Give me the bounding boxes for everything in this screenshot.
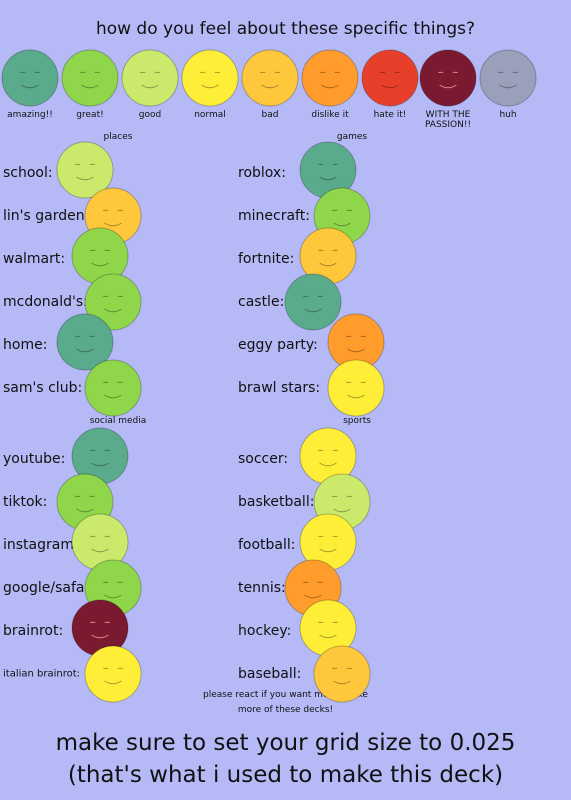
legend-label: WITH THE PASSION!! [424,110,472,130]
item-face [327,313,385,371]
legend-label: good [138,110,162,120]
legend-face [181,49,239,107]
item-label: sam's club: [3,380,83,396]
legend-label: dislike it [311,110,349,120]
item-label: football: [238,537,296,553]
section-heading: places [103,132,133,142]
legend-face [61,49,119,107]
legend-face [301,49,359,107]
item-label: home: [3,337,48,353]
legend-label: amazing!! [7,110,53,120]
item-label: italian brainrot: [3,668,81,680]
item-face [284,273,342,331]
title: how do you feel about these specific thi… [95,19,476,39]
section-heading: games [336,132,368,142]
item-face [313,645,371,703]
item-label: instagram: [3,537,79,553]
legend-face [121,49,179,107]
item-label: eggy party: [238,337,318,353]
item-face [56,313,114,371]
note-line: please react if you want me to make [203,690,368,700]
item-face [84,273,142,331]
item-label: hockey: [238,623,292,639]
section-heading: social media [89,416,147,426]
item-label: tennis: [238,580,286,596]
item-label: brainrot: [3,623,64,639]
legend-label: normal [194,110,226,120]
item-label: basketball: [238,494,315,510]
legend-label: huh [499,110,517,120]
item-label: baseball: [238,666,302,682]
note-line: more of these decks! [237,705,334,715]
item-label: mcdonald's: [3,294,88,310]
section-heading: sports [343,416,371,426]
item-label: brawl stars: [238,380,321,396]
legend-face [241,49,299,107]
legend-face [479,49,537,107]
legend-face [361,49,419,107]
item-label: lin's garden: [3,208,90,224]
legend-face [1,49,59,107]
item-label: walmart: [3,251,66,267]
item-face [327,359,385,417]
item-face [71,513,129,571]
legend-label: great! [76,110,104,120]
item-face [84,645,142,703]
item-face [299,141,357,199]
item-label: fortnite: [238,251,295,267]
item-label: google/safari: [3,580,99,596]
item-label: tiktok: [3,494,48,510]
item-label: minecraft: [238,208,310,224]
legend-face [419,49,477,107]
item-label: school: [3,165,53,181]
item-face [84,359,142,417]
item-label: castle: [238,294,285,310]
footer-line: (that's what i used to make this deck) [67,762,504,788]
item-label: soccer: [238,451,289,467]
item-face [56,141,114,199]
item-label: roblox: [238,165,286,181]
item-label: youtube: [3,451,66,467]
legend-label: hate it! [373,110,407,120]
footer-line: make sure to set your grid size to 0.025 [55,730,516,756]
legend-label: bad [261,110,279,120]
